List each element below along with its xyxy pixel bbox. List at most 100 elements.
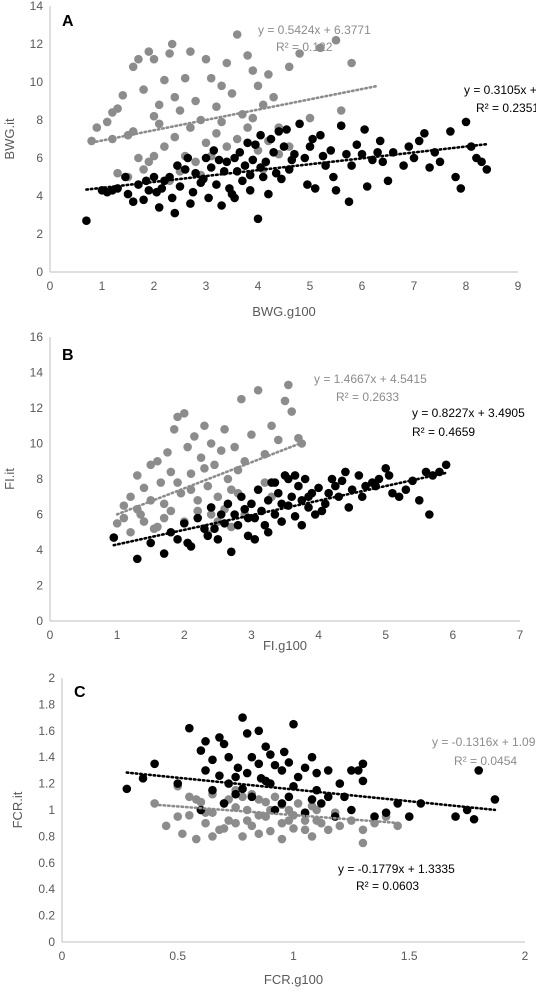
- trendline-r-squared: R² = 0.4659: [412, 425, 475, 439]
- x-tick-label: 3: [248, 628, 255, 642]
- data-point: [132, 471, 142, 480]
- data-point: [123, 189, 133, 199]
- data-point: [196, 746, 206, 755]
- data-point: [307, 752, 317, 762]
- data-point: [335, 821, 345, 831]
- data-point: [220, 425, 229, 434]
- data-point: [347, 485, 357, 494]
- data-point: [212, 129, 221, 138]
- y-tick-label: 0.8: [38, 829, 55, 843]
- data-point: [469, 814, 479, 824]
- data-point: [219, 799, 229, 808]
- y-tick-label: 10: [30, 75, 44, 89]
- data-point: [188, 187, 198, 197]
- trendline: [85, 142, 489, 191]
- data-point: [190, 432, 199, 441]
- y-tick-label: 8: [36, 113, 43, 127]
- data-point: [308, 134, 317, 144]
- data-point: [401, 485, 411, 494]
- data-point: [461, 117, 471, 127]
- x-tick-label: 4: [255, 279, 262, 293]
- data-point: [128, 197, 138, 206]
- data-point: [381, 464, 391, 473]
- data-point: [153, 522, 162, 532]
- data-point: [201, 138, 211, 148]
- data-point: [271, 168, 281, 178]
- data-point: [160, 75, 169, 85]
- data-point: [179, 409, 189, 418]
- data-point: [212, 180, 221, 189]
- data-point: [203, 481, 213, 491]
- data-point: [375, 136, 385, 146]
- data-point: [327, 474, 337, 484]
- x-tick-label: 0: [47, 279, 54, 293]
- y-tick-label: 2: [36, 579, 43, 593]
- data-point: [146, 538, 156, 548]
- data-point: [149, 111, 159, 121]
- data-point: [200, 421, 209, 431]
- data-point: [420, 129, 429, 138]
- data-point: [180, 165, 190, 174]
- data-point: [378, 157, 388, 167]
- data-point: [451, 172, 460, 182]
- data-point: [324, 488, 333, 498]
- trendline: [153, 803, 399, 825]
- data-point: [232, 134, 242, 144]
- data-point: [170, 132, 180, 142]
- y-tick-label: 0: [36, 265, 43, 279]
- data-point: [138, 774, 148, 783]
- data-point: [139, 517, 149, 526]
- y-tick-label: 1.6: [38, 724, 55, 738]
- trendline-r-squared: R² = 0.0603: [356, 879, 419, 893]
- x-tick-label: 4: [315, 628, 322, 642]
- y-tick-label: 14: [30, 0, 44, 13]
- data-point: [347, 58, 356, 68]
- data-point: [287, 492, 297, 502]
- x-tick-label: 2: [181, 628, 188, 642]
- data-point: [352, 140, 362, 149]
- data-point: [206, 503, 216, 512]
- data-point: [223, 499, 233, 509]
- data-point: [113, 168, 122, 178]
- data-point: [201, 766, 210, 775]
- x-tick-label: 1: [99, 279, 106, 293]
- data-point: [329, 172, 338, 182]
- data-point: [354, 471, 364, 480]
- data-point: [170, 208, 180, 218]
- data-point: [227, 89, 237, 98]
- data-point: [354, 766, 363, 775]
- data-point: [490, 795, 500, 804]
- data-point: [232, 30, 242, 39]
- data-point: [149, 172, 159, 182]
- data-point: [289, 781, 298, 791]
- x-tick-label: 1: [290, 949, 297, 963]
- data-point: [191, 834, 201, 844]
- data-point: [310, 510, 320, 519]
- data-point: [284, 474, 293, 484]
- data-point: [226, 485, 236, 494]
- data-point: [414, 136, 424, 146]
- data-point: [451, 812, 460, 821]
- data-point: [243, 138, 252, 148]
- data-point: [404, 142, 414, 151]
- data-point: [446, 127, 455, 136]
- data-point: [163, 448, 172, 457]
- data-point: [425, 510, 434, 519]
- data-point: [209, 146, 219, 155]
- data-point: [362, 182, 372, 191]
- trendline-equation: y = 0.8227x + 3.4905: [412, 406, 525, 420]
- data-point: [222, 157, 232, 167]
- x-tick-label: 6: [359, 279, 366, 293]
- data-point: [193, 496, 203, 505]
- panel-letter: A: [62, 13, 74, 30]
- data-point: [206, 510, 216, 519]
- data-point: [159, 549, 169, 558]
- panel-letter: C: [74, 684, 86, 701]
- data-point: [254, 726, 264, 736]
- data-point: [474, 766, 484, 775]
- data-point: [173, 478, 182, 487]
- data-point: [242, 768, 252, 778]
- data-point: [121, 172, 130, 182]
- data-point: [208, 755, 217, 765]
